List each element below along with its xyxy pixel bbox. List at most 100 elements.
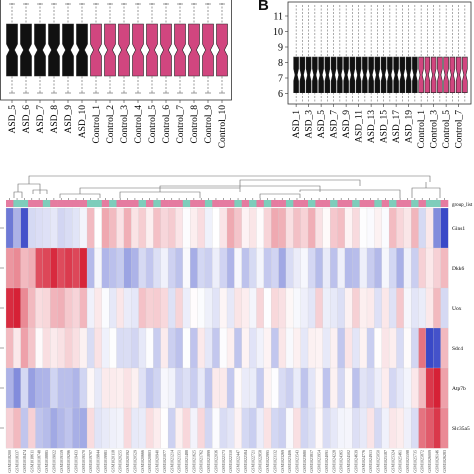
heatmap-cell: [248, 367, 257, 409]
annotation-cell: [35, 200, 44, 207]
heatmap-cell: [440, 367, 449, 409]
heatmap-cell: [263, 367, 272, 409]
heatmap-cell: [352, 367, 361, 409]
heatmap-cell: [381, 367, 390, 409]
heatmap-cell: [256, 207, 265, 249]
heatmap-cell: [433, 247, 442, 289]
heatmap-cell: [322, 407, 331, 449]
heatmap-cell: [396, 247, 405, 289]
heatmap-cell: [204, 367, 213, 409]
heatmap-cell: [101, 407, 110, 449]
panel-b-y-tick-label: 8: [278, 58, 283, 69]
heatmap-cell: [175, 287, 184, 329]
panel-b-x-label: ASD_19: [405, 110, 415, 144]
panel-b-y-tick-label: 7: [278, 74, 283, 85]
annotation-cell: [300, 200, 309, 207]
heatmap-cell: [42, 247, 51, 289]
heatmap-cell: [344, 407, 353, 449]
annotation-cell: [28, 200, 36, 207]
sample-label: GSM1020255: [118, 450, 123, 473]
heatmap-cell: [42, 367, 51, 409]
heatmap-cell: [403, 327, 412, 369]
heatmap-cell: [381, 327, 390, 369]
panel-a-x-label: Control_10: [218, 105, 228, 149]
panel-b-y-tick-label: 6: [278, 89, 283, 100]
heatmap-cell: [131, 207, 140, 249]
heatmap-cell: [330, 287, 338, 329]
sample-label: GSM1022721: [250, 450, 255, 473]
annotation-cell: [94, 200, 103, 207]
heatmap-cell: [138, 407, 147, 449]
heatmap-cell: [123, 407, 132, 449]
annotation-cell: [153, 200, 161, 207]
heatmap-cell: [226, 247, 235, 289]
heatmap-cell: [285, 367, 294, 409]
heatmap-cell: [241, 207, 250, 249]
heatmap-cell: [248, 247, 257, 289]
heatmap-cell: [116, 367, 125, 409]
heatmap-cell: [212, 407, 221, 449]
heatmap-cell: [131, 407, 140, 449]
annotation-cell: [145, 200, 154, 207]
sample-label: GSM1019296: [66, 450, 71, 473]
sample-label: GSM1021351: [177, 450, 182, 473]
gene-label: Sdc4: [452, 346, 463, 352]
panel-b-y-tick-label: 9: [278, 43, 283, 54]
heatmap-cell: [219, 247, 228, 289]
heatmap-cell: [403, 407, 412, 449]
heatmap-cell: [64, 367, 73, 409]
panel-a-x-label: ASD_10: [78, 105, 88, 139]
heatmap-cell: [64, 207, 73, 249]
heatmap-cell: [359, 327, 368, 369]
heatmap-cell: [167, 407, 176, 449]
heatmap-cell: [440, 287, 449, 329]
heatmap-cell: [278, 407, 287, 449]
annotation-cell: [227, 200, 235, 207]
heatmap-cell: [197, 207, 206, 249]
heatmap-cell: [86, 367, 95, 409]
annotation-cell: [64, 200, 73, 207]
heatmap-cell: [204, 407, 213, 449]
heatmap-cell: [293, 327, 302, 369]
heatmap-cell: [182, 207, 191, 249]
heatmap-cell: [94, 247, 103, 289]
heatmap-cell: [396, 367, 405, 409]
dendrogram-branch: [259, 193, 301, 198]
sample-label: GSM1020803: [147, 450, 152, 473]
heatmap-cell: [153, 407, 162, 449]
panel-b-box: [330, 56, 337, 94]
sample-label: GSM1023543: [294, 450, 299, 473]
heatmap-cell: [153, 287, 162, 329]
heatmap-cell: [175, 407, 184, 449]
heatmap-cell: [388, 327, 397, 369]
heatmap-cell: [337, 207, 346, 249]
heatmap-cell: [330, 247, 338, 289]
sample-label: GSM1019022: [51, 450, 56, 473]
annotation-cell: [322, 200, 331, 207]
sample-label: GSM1025598: [405, 450, 410, 473]
annotation-cell: [175, 200, 184, 207]
sample-label: GSM1021625: [191, 450, 196, 473]
heatmap-cell: [50, 367, 58, 409]
heatmap-cell: [109, 247, 117, 289]
heatmap-cell: [418, 327, 427, 369]
heatmap-cell: [197, 407, 206, 449]
heatmap-cell: [278, 287, 287, 329]
annotation-label: group_list: [452, 203, 473, 208]
heatmap-cell: [374, 327, 383, 369]
heatmap-cell: [263, 207, 272, 249]
heatmap-cell: [13, 327, 22, 369]
heatmap-cell: [396, 327, 405, 369]
heatmap-cell: [27, 247, 36, 289]
heatmap-cell: [153, 367, 162, 409]
panel-b-box: [437, 56, 443, 94]
sample-label: GSM1022447: [236, 450, 241, 473]
heatmap-cell: [190, 207, 198, 249]
heatmap-cell: [138, 367, 147, 409]
heatmap-cell: [352, 287, 361, 329]
heatmap-cell: [330, 367, 338, 409]
sample-label: GSM1024502: [346, 450, 351, 473]
heatmap-cell: [374, 407, 383, 449]
panel-a-x-label: Control_9: [204, 105, 214, 144]
heatmap-cell: [167, 327, 176, 369]
